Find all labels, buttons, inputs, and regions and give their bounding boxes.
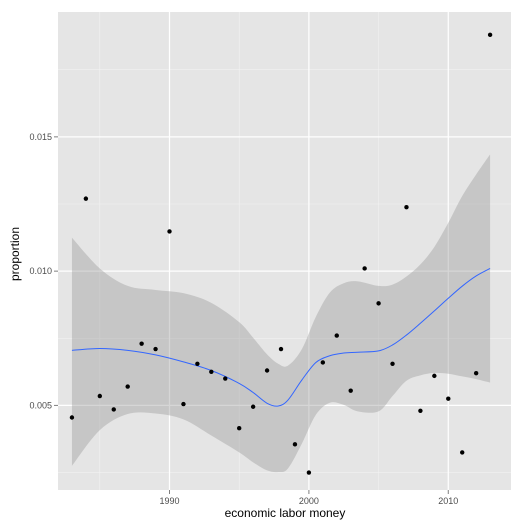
data-point [292, 442, 298, 447]
data-point [83, 196, 89, 201]
data-point [264, 368, 270, 373]
data-point [376, 301, 381, 306]
data-point [460, 450, 465, 455]
data-point [278, 346, 284, 352]
data-point [237, 426, 242, 431]
data-point [348, 388, 353, 393]
smooth-line [71, 268, 491, 407]
data-point [111, 407, 116, 412]
data-points [69, 32, 493, 475]
x-tick-label: 2010 [438, 496, 458, 506]
data-point [250, 404, 256, 409]
data-point [167, 229, 172, 234]
data-point [69, 415, 75, 420]
y-axis-title: proportion [8, 227, 22, 281]
data-point [139, 341, 144, 346]
data-point [418, 408, 423, 413]
data-point [446, 396, 451, 401]
data-point [153, 346, 158, 352]
data-point [432, 373, 437, 379]
confidence-band [71, 154, 491, 473]
data-point [362, 266, 367, 271]
data-point [209, 369, 214, 375]
major-grid [58, 12, 511, 490]
data-point [404, 205, 409, 210]
x-axis: 1990 2000 2010 [159, 490, 458, 506]
y-tick-label: 0.010 [29, 266, 52, 276]
y-axis: 0.005 0.010 0.015 [29, 132, 58, 410]
data-point [195, 361, 200, 366]
data-point [97, 393, 103, 399]
plot-panel [58, 12, 511, 490]
data-point [473, 370, 479, 376]
data-point [181, 401, 186, 407]
minor-grid [58, 12, 511, 490]
y-tick-label: 0.005 [29, 400, 52, 410]
y-tick-label: 0.015 [29, 132, 52, 142]
x-tick-label: 2000 [299, 496, 319, 506]
data-point [306, 470, 312, 475]
data-point [223, 376, 228, 381]
data-point [320, 360, 326, 365]
data-point [125, 384, 130, 389]
data-point [334, 333, 339, 338]
data-point [390, 361, 395, 366]
data-point [487, 32, 493, 38]
x-axis-title: economic labor money [225, 506, 346, 520]
x-tick-label: 1990 [159, 496, 179, 506]
